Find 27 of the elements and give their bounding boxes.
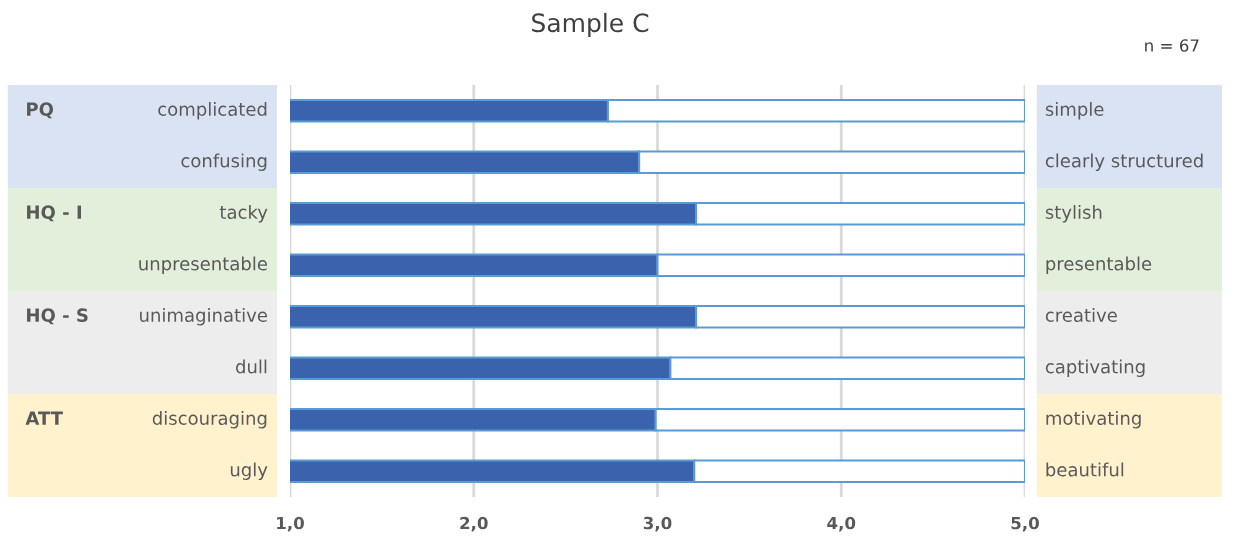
y-tick-label: discouraging <box>152 411 267 429</box>
y2-tick-label: creative <box>1045 308 1117 322</box>
y2-tick-label: simple <box>1045 102 1104 120</box>
text: ATT <box>25 411 63 425</box>
y2-tick-label: clearly structured <box>1045 153 1203 171</box>
text: HQ - S <box>27 308 88 325</box>
y-tick-label: unimaginative <box>140 308 267 326</box>
text: PQ <box>27 102 54 119</box>
text: HQ - I <box>27 205 81 222</box>
x-tick-label: 3,0 <box>643 516 672 532</box>
y2-tick-label: presentable <box>1046 256 1152 274</box>
y-tick-label: complicated <box>158 102 267 120</box>
y2-tick-label: captivating <box>1045 359 1145 377</box>
y-tick-label: ugly <box>230 462 268 480</box>
y2-tick-label: stylish <box>1045 205 1102 223</box>
y-tick-label: dull <box>236 359 267 374</box>
x-tick-label: 4,0 <box>827 516 856 532</box>
y2-tick-label: motivating <box>1046 411 1141 429</box>
x-tick-label: 2,0 <box>460 516 488 532</box>
y-tick-label: unpresentable <box>139 256 267 274</box>
x-tick-label: 1,0 <box>277 516 304 532</box>
x-tick-label: 5,0 <box>1011 516 1039 532</box>
text: n = 67 <box>1145 39 1199 52</box>
y-tick-label: tacky <box>219 205 268 223</box>
y-tick-label: confusing <box>181 153 267 171</box>
chart-title: Sample C <box>532 12 649 38</box>
y2-tick-label: beautiful <box>1046 462 1124 477</box>
